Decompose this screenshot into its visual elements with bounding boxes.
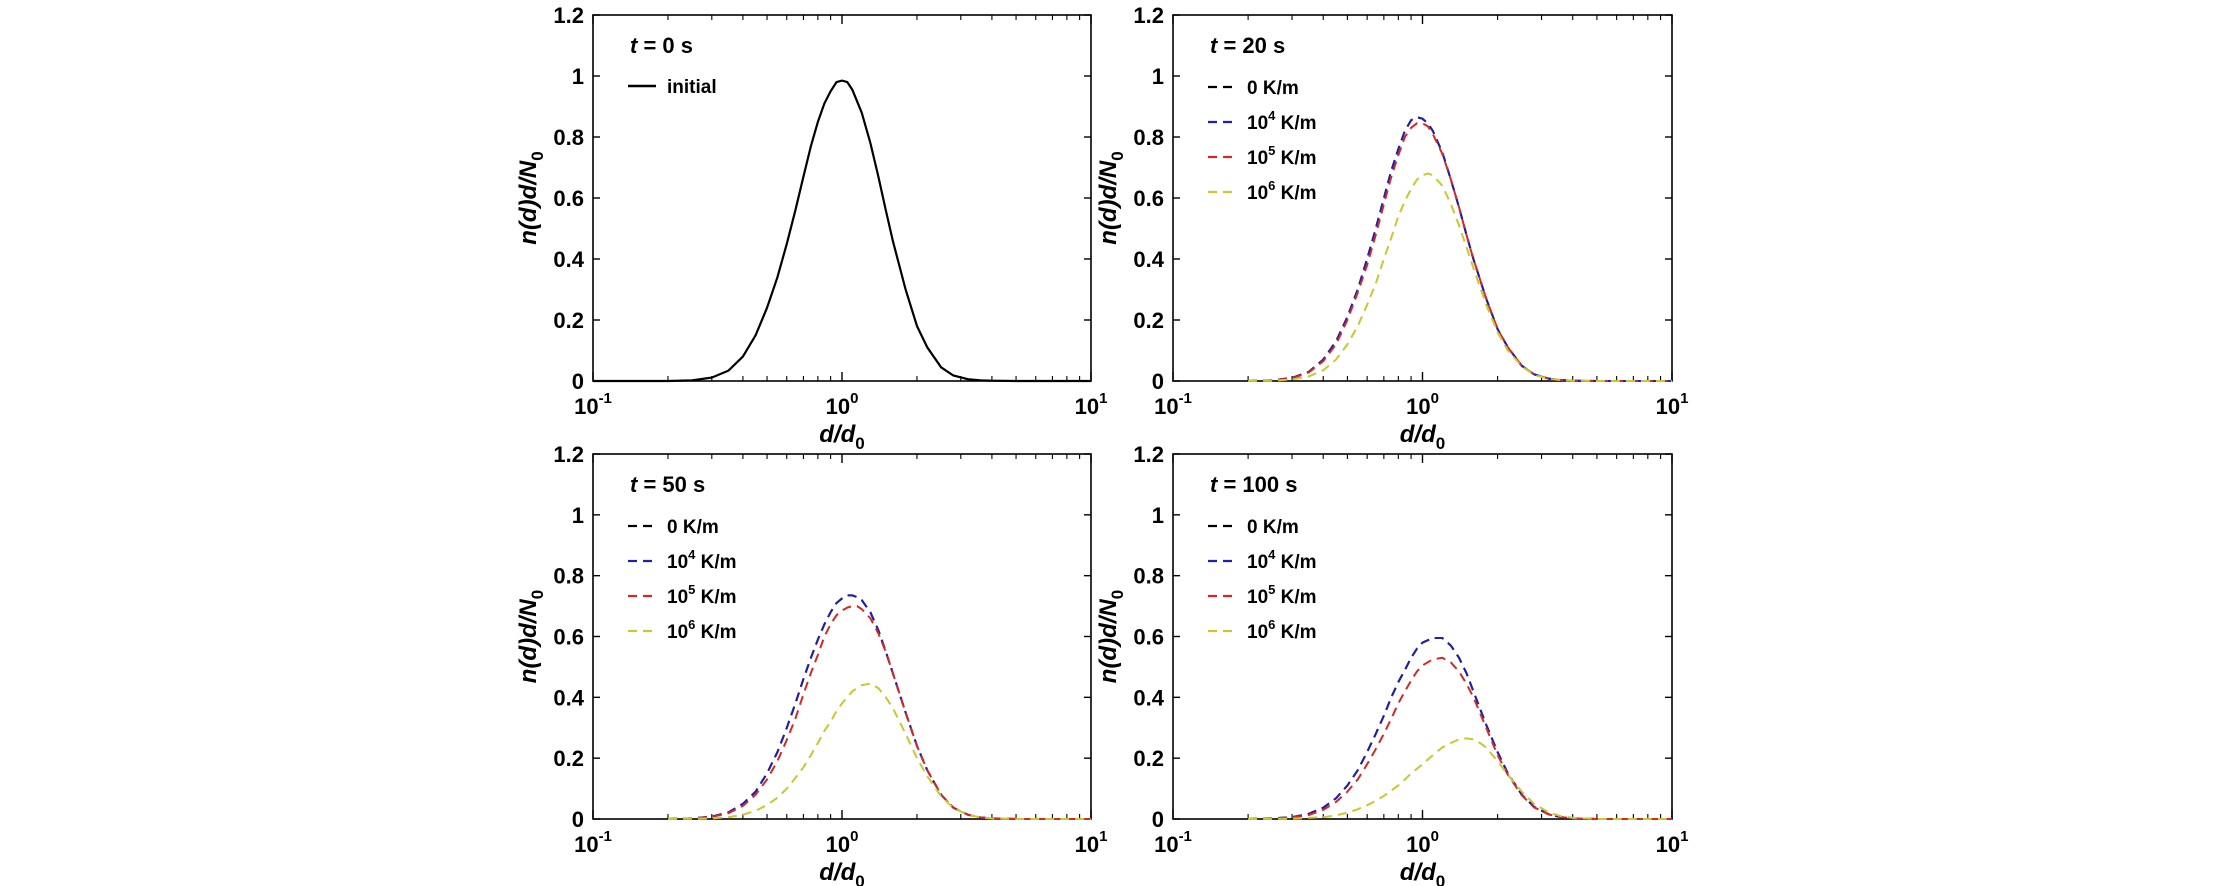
y-tick-label: 1	[1152, 64, 1164, 89]
series-line-1	[1248, 637, 1672, 820]
legend-label: 106 K/m	[1247, 617, 1317, 643]
series-line-3	[667, 605, 1091, 820]
time-annotation: t = 100 s	[1210, 472, 1297, 497]
series-line-4	[667, 682, 1091, 820]
y-tick-label: 1.2	[553, 442, 584, 467]
series-line-4	[1248, 737, 1672, 820]
series-line-4	[1248, 172, 1672, 382]
legend-label: 105 K/m	[1247, 582, 1317, 608]
y-tick-label: 0.4	[1133, 685, 1164, 710]
x-axis-label: d/d0	[1400, 421, 1445, 453]
y-tick-label: 1.2	[553, 3, 584, 28]
legend-label: 104 K/m	[1247, 108, 1317, 134]
y-tick-label: 0.2	[1133, 746, 1164, 771]
x-tick-label: 101	[1075, 828, 1108, 857]
y-tick-label: 0	[572, 807, 584, 832]
y-tick-label: 0.8	[553, 564, 584, 589]
y-tick-label: 0	[1152, 369, 1164, 394]
x-tick-label: 101	[1656, 828, 1689, 857]
panel-3: 0 0.2 0.4 0.6 0.8 1 1.2 10-1 100 101 d/d0 n(d)d/N0 t…	[515, 442, 1107, 886]
legend-label: 106 K/m	[1247, 178, 1317, 204]
panel-2: 0 0.2 0.4 0.6 0.8 1 1.2 10-1 100 101 d/d0 n(d)d/N0 t…	[1095, 3, 1688, 453]
y-tick-label: 0.2	[553, 308, 584, 333]
y-axis-label: n(d)d/N0	[1095, 590, 1127, 683]
y-tick-label: 1	[1152, 503, 1164, 528]
axes-box	[592, 14, 1092, 382]
series-line-3	[1248, 656, 1672, 820]
x-tick-label: 10-1	[574, 390, 612, 419]
y-tick-label: 0.8	[553, 125, 584, 150]
legend-label: 105 K/m	[667, 582, 737, 608]
legend: 0 K/m 104 K/m 105 K/m 106 K/m	[1208, 78, 1317, 204]
y-axis-label: n(d)d/N0	[515, 590, 547, 683]
x-tick-label: 10-1	[1154, 390, 1192, 419]
y-tick-label: 0.4	[553, 247, 584, 272]
series-line-2	[1248, 637, 1672, 820]
time-annotation: t = 20 s	[1210, 33, 1285, 58]
y-tick-label: 0.4	[1133, 247, 1164, 272]
panel-1: 0 0.2 0.4 0.6 0.8 1 1.2 10-1 100 101 d/d0 n(d)d/N0 t…	[515, 3, 1107, 453]
y-tick-label: 0	[572, 369, 584, 394]
x-tick-label: 101	[1656, 390, 1689, 419]
x-axis-label: d/d0	[819, 421, 864, 453]
x-tick-label: 100	[826, 828, 859, 857]
y-tick-label: 1.2	[1133, 442, 1164, 467]
y-tick-label: 1	[572, 64, 584, 89]
legend: 0 K/m 104 K/m 105 K/m 106 K/m	[1208, 517, 1317, 643]
y-axis-label: n(d)d/N0	[515, 151, 547, 244]
y-tick-label: 1	[572, 503, 584, 528]
x-tick-label: 101	[1075, 390, 1108, 419]
y-tick-label: 0.6	[1133, 186, 1164, 211]
legend-label: 104 K/m	[667, 547, 737, 573]
y-tick-label: 0.2	[1133, 308, 1164, 333]
legend-label: 0 K/m	[1247, 517, 1299, 538]
x-tick-label: 100	[826, 390, 859, 419]
y-tick-label: 0.8	[1133, 125, 1164, 150]
panel-4: 0 0.2 0.4 0.6 0.8 1 1.2 10-1 100 101 d/d0 n(d)d/N0 t…	[1095, 442, 1688, 886]
y-tick-label: 0.6	[553, 625, 584, 650]
y-tick-label: 0	[1152, 807, 1164, 832]
series-line-2	[1248, 116, 1672, 382]
legend-label: 105 K/m	[1247, 143, 1317, 169]
legend: 0 K/m 104 K/m 105 K/m 106 K/m	[628, 517, 737, 643]
y-tick-label: 0.4	[553, 685, 584, 710]
legend-label: 0 K/m	[667, 517, 719, 538]
time-annotation: t = 50 s	[630, 472, 705, 497]
legend: initial	[628, 77, 717, 98]
x-tick-label: 10-1	[574, 828, 612, 857]
series-line-1	[593, 79, 1091, 383]
y-tick-label: 0.2	[553, 746, 584, 771]
y-tick-label: 0.6	[1133, 625, 1164, 650]
legend-label: 106 K/m	[667, 617, 737, 643]
x-axis-label: d/d0	[819, 859, 864, 886]
x-tick-label: 100	[1406, 390, 1439, 419]
y-tick-label: 1.2	[1133, 3, 1164, 28]
legend-label: 0 K/m	[1247, 78, 1299, 99]
x-tick-label: 10-1	[1154, 828, 1192, 857]
y-tick-label: 0.8	[1133, 564, 1164, 589]
time-annotation: t = 0 s	[630, 33, 693, 58]
y-tick-label: 0.6	[553, 186, 584, 211]
x-axis-label: d/d0	[1400, 859, 1445, 886]
y-axis-label: n(d)d/N0	[1095, 151, 1127, 244]
x-tick-label: 100	[1406, 828, 1439, 857]
legend-label: initial	[667, 77, 717, 98]
series-line-3	[1248, 122, 1672, 382]
legend-label: 104 K/m	[1247, 547, 1317, 573]
